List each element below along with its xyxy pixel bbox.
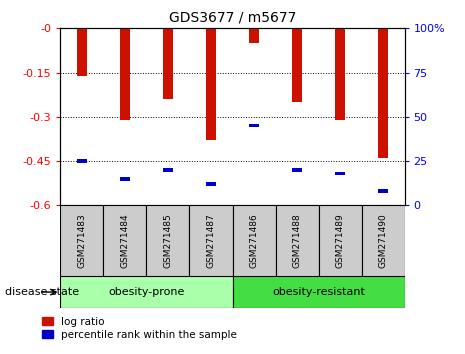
Bar bbox=[60, 205, 103, 276]
Bar bbox=[163, 168, 173, 172]
Bar bbox=[249, 124, 259, 127]
Bar bbox=[103, 205, 146, 276]
Title: GDS3677 / m5677: GDS3677 / m5677 bbox=[169, 10, 296, 24]
Bar bbox=[206, 182, 216, 186]
Text: GSM271490: GSM271490 bbox=[379, 213, 387, 268]
Bar bbox=[190, 205, 232, 276]
Bar bbox=[319, 205, 362, 276]
Text: GSM271488: GSM271488 bbox=[292, 213, 301, 268]
Text: GSM271484: GSM271484 bbox=[120, 213, 129, 268]
Bar bbox=[232, 205, 275, 276]
Text: obesity-resistant: obesity-resistant bbox=[272, 287, 365, 297]
Bar bbox=[120, 28, 130, 120]
Bar bbox=[77, 28, 87, 75]
Bar bbox=[335, 172, 345, 175]
Bar bbox=[378, 189, 388, 193]
Text: GSM271483: GSM271483 bbox=[78, 213, 86, 268]
Text: GSM271489: GSM271489 bbox=[336, 213, 345, 268]
Text: GSM271487: GSM271487 bbox=[206, 213, 215, 268]
Bar bbox=[60, 276, 232, 308]
Text: GSM271485: GSM271485 bbox=[164, 213, 173, 268]
Bar bbox=[77, 159, 87, 163]
Bar bbox=[292, 28, 302, 102]
Legend: log ratio, percentile rank within the sample: log ratio, percentile rank within the sa… bbox=[38, 313, 241, 344]
Text: disease state: disease state bbox=[5, 287, 79, 297]
Bar bbox=[335, 28, 345, 120]
Bar bbox=[146, 205, 190, 276]
Bar bbox=[362, 205, 405, 276]
Bar bbox=[206, 28, 216, 141]
Bar bbox=[163, 28, 173, 99]
Text: obesity-prone: obesity-prone bbox=[108, 287, 185, 297]
Bar bbox=[120, 177, 130, 181]
Bar bbox=[292, 168, 302, 172]
Bar bbox=[378, 28, 388, 158]
Bar bbox=[249, 28, 259, 43]
Text: GSM271486: GSM271486 bbox=[250, 213, 259, 268]
Bar bbox=[232, 276, 405, 308]
Bar bbox=[275, 205, 319, 276]
